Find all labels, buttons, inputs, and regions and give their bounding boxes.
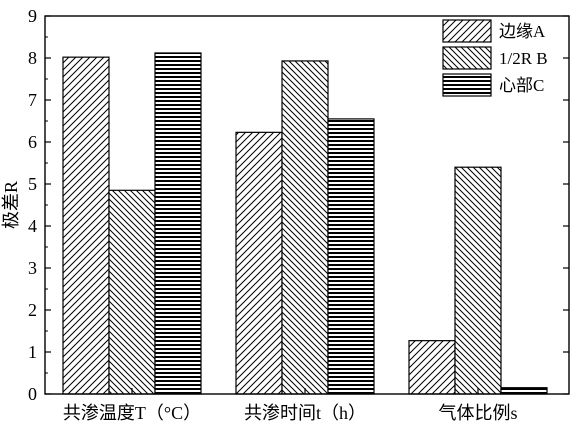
bar-2-3 [454,166,502,395]
legend-swatch-2 [442,46,492,70]
y-tick-label: 6 [28,132,37,152]
legend-label-3: 心部C [499,76,544,95]
y-tick-label: 7 [28,90,37,110]
bar-1-1 [62,56,110,395]
bar-2-1 [108,189,156,395]
legend-label-1: 边缘A [499,22,546,41]
bar-3-2 [327,118,375,395]
y-tick-label: 3 [28,258,37,278]
y-axis-label: 极差R [1,181,21,229]
bar-2-2 [281,60,329,395]
x-tick-label: 共渗时间t（h） [244,403,366,423]
legend-swatch-1 [442,19,492,43]
legend-swatch-3 [442,73,492,97]
bar-1-2 [235,131,283,395]
y-tick-label: 5 [28,174,37,194]
y-tick-label: 1 [28,342,37,362]
legend-label-2: 1/2R B [499,49,548,68]
bar-1-3 [408,340,456,395]
y-tick-label: 4 [28,216,37,236]
x-tick-label: 气体比例s [438,403,517,423]
y-tick-label: 2 [28,300,37,320]
y-tick-label: 8 [28,48,37,68]
y-tick-label: 9 [28,6,37,26]
x-tick-label: 共渗温度T（°C） [63,403,201,423]
bar-3-1 [154,52,202,395]
bar-3-3 [500,387,548,395]
y-tick-label: 0 [28,384,37,404]
